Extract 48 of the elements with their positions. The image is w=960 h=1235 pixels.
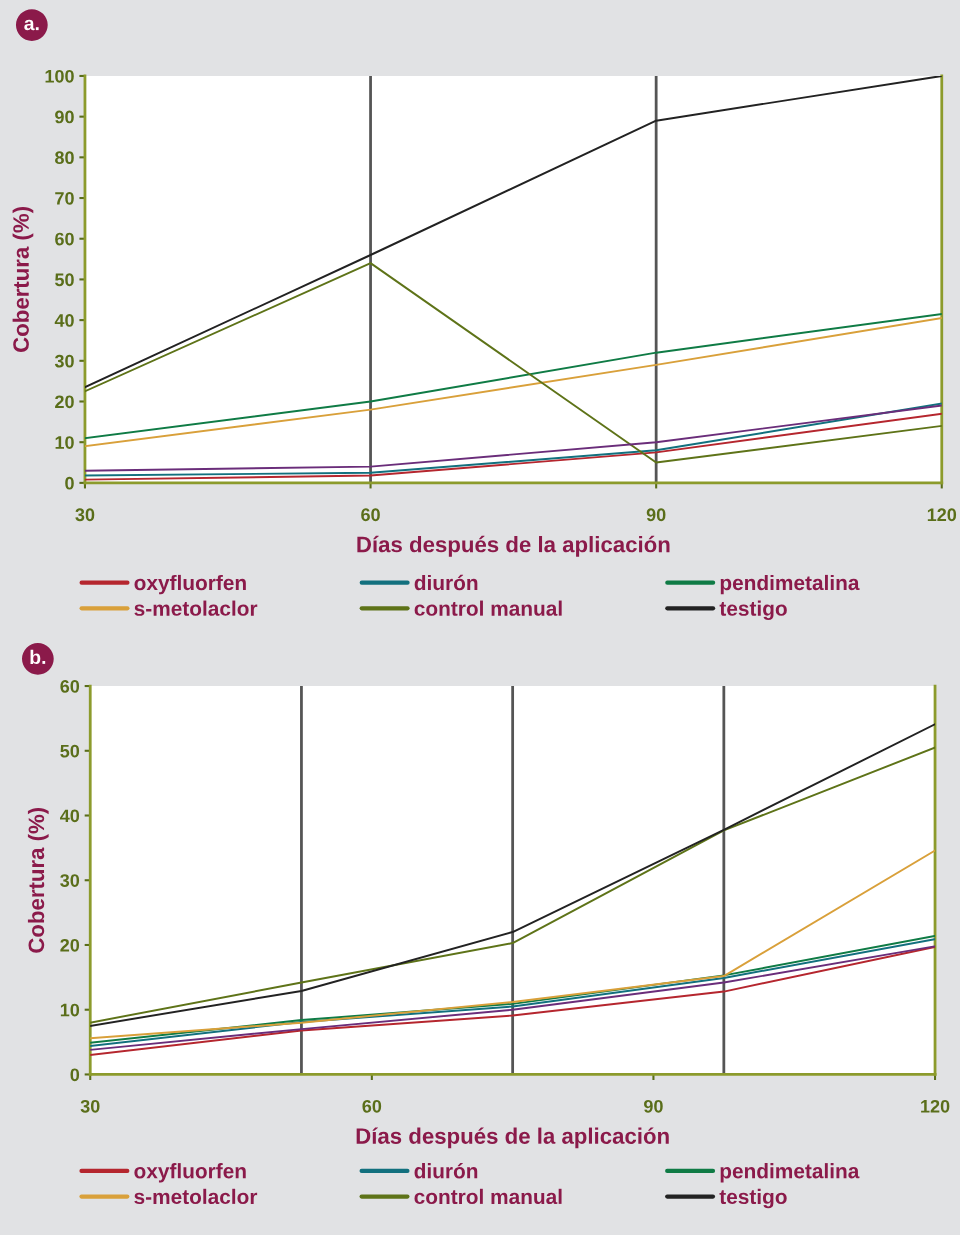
line-series: [84, 262, 942, 464]
x-tick-label: 90: [646, 508, 666, 522]
y-tick-label: 50: [55, 273, 74, 287]
y-tick-label: 100: [45, 69, 74, 83]
legend-label: control manual: [414, 1188, 562, 1205]
y-tick-label: 70: [55, 191, 74, 205]
line-series: [90, 849, 936, 1040]
x-tick-label: 60: [362, 1099, 382, 1113]
legend-label: s-metolaclor: [134, 1188, 258, 1205]
y-tick-label: 20: [60, 938, 80, 952]
x-tick-label: 120: [927, 508, 957, 522]
x-tick-label: 30: [75, 508, 95, 522]
x-tick-label: 30: [80, 1099, 100, 1113]
y-tick-label: 20: [55, 395, 74, 409]
legend-label: diurón: [414, 574, 478, 591]
line-series: [84, 75, 942, 389]
legend-label: testigo: [719, 1188, 787, 1209]
legend-label: testigo: [719, 600, 787, 621]
y-tick-label: 0: [70, 1068, 80, 1082]
x-tick-label: 120: [921, 1099, 950, 1113]
y-tick-label: 80: [55, 151, 74, 165]
y-tick-label: 60: [60, 679, 80, 693]
text: b.: [30, 649, 46, 665]
x-tick-label: 60: [361, 508, 380, 522]
x-tick-label: 90: [644, 1099, 663, 1113]
legend-label: oxyfluorfen: [134, 1163, 246, 1183]
legend-label: pendimetalina: [720, 574, 860, 595]
y-tick-label: 30: [54, 354, 74, 368]
y-tick-label: 30: [60, 874, 80, 887]
legend-label: pendimetalina: [720, 1163, 860, 1183]
y-tick-label: 10: [60, 1003, 80, 1017]
y-tick-label: 0: [65, 476, 74, 490]
text: a.: [24, 19, 39, 31]
y-tick-label: 90: [55, 110, 74, 124]
legend-label: s-metolaclor: [134, 600, 258, 616]
y-tick-label: 50: [60, 744, 80, 758]
legend-label: control manual: [414, 600, 562, 616]
x-axis-title: Días después de la aplicación: [357, 535, 670, 557]
legend-label: oxyfluorfen: [134, 574, 246, 595]
legend-label: diurón: [414, 1162, 478, 1179]
y-tick-label: 40: [60, 809, 80, 823]
line-series: [84, 412, 942, 481]
y-tick-label: 60: [55, 232, 74, 246]
y-tick-label: 40: [54, 314, 74, 327]
y-axis-title: Cobertura (%): [12, 207, 34, 352]
x-axis-title: Días después de la aplicación: [356, 1127, 669, 1149]
y-axis-title: Cobertura (%): [27, 807, 49, 953]
y-tick-label: 10: [55, 436, 74, 449]
